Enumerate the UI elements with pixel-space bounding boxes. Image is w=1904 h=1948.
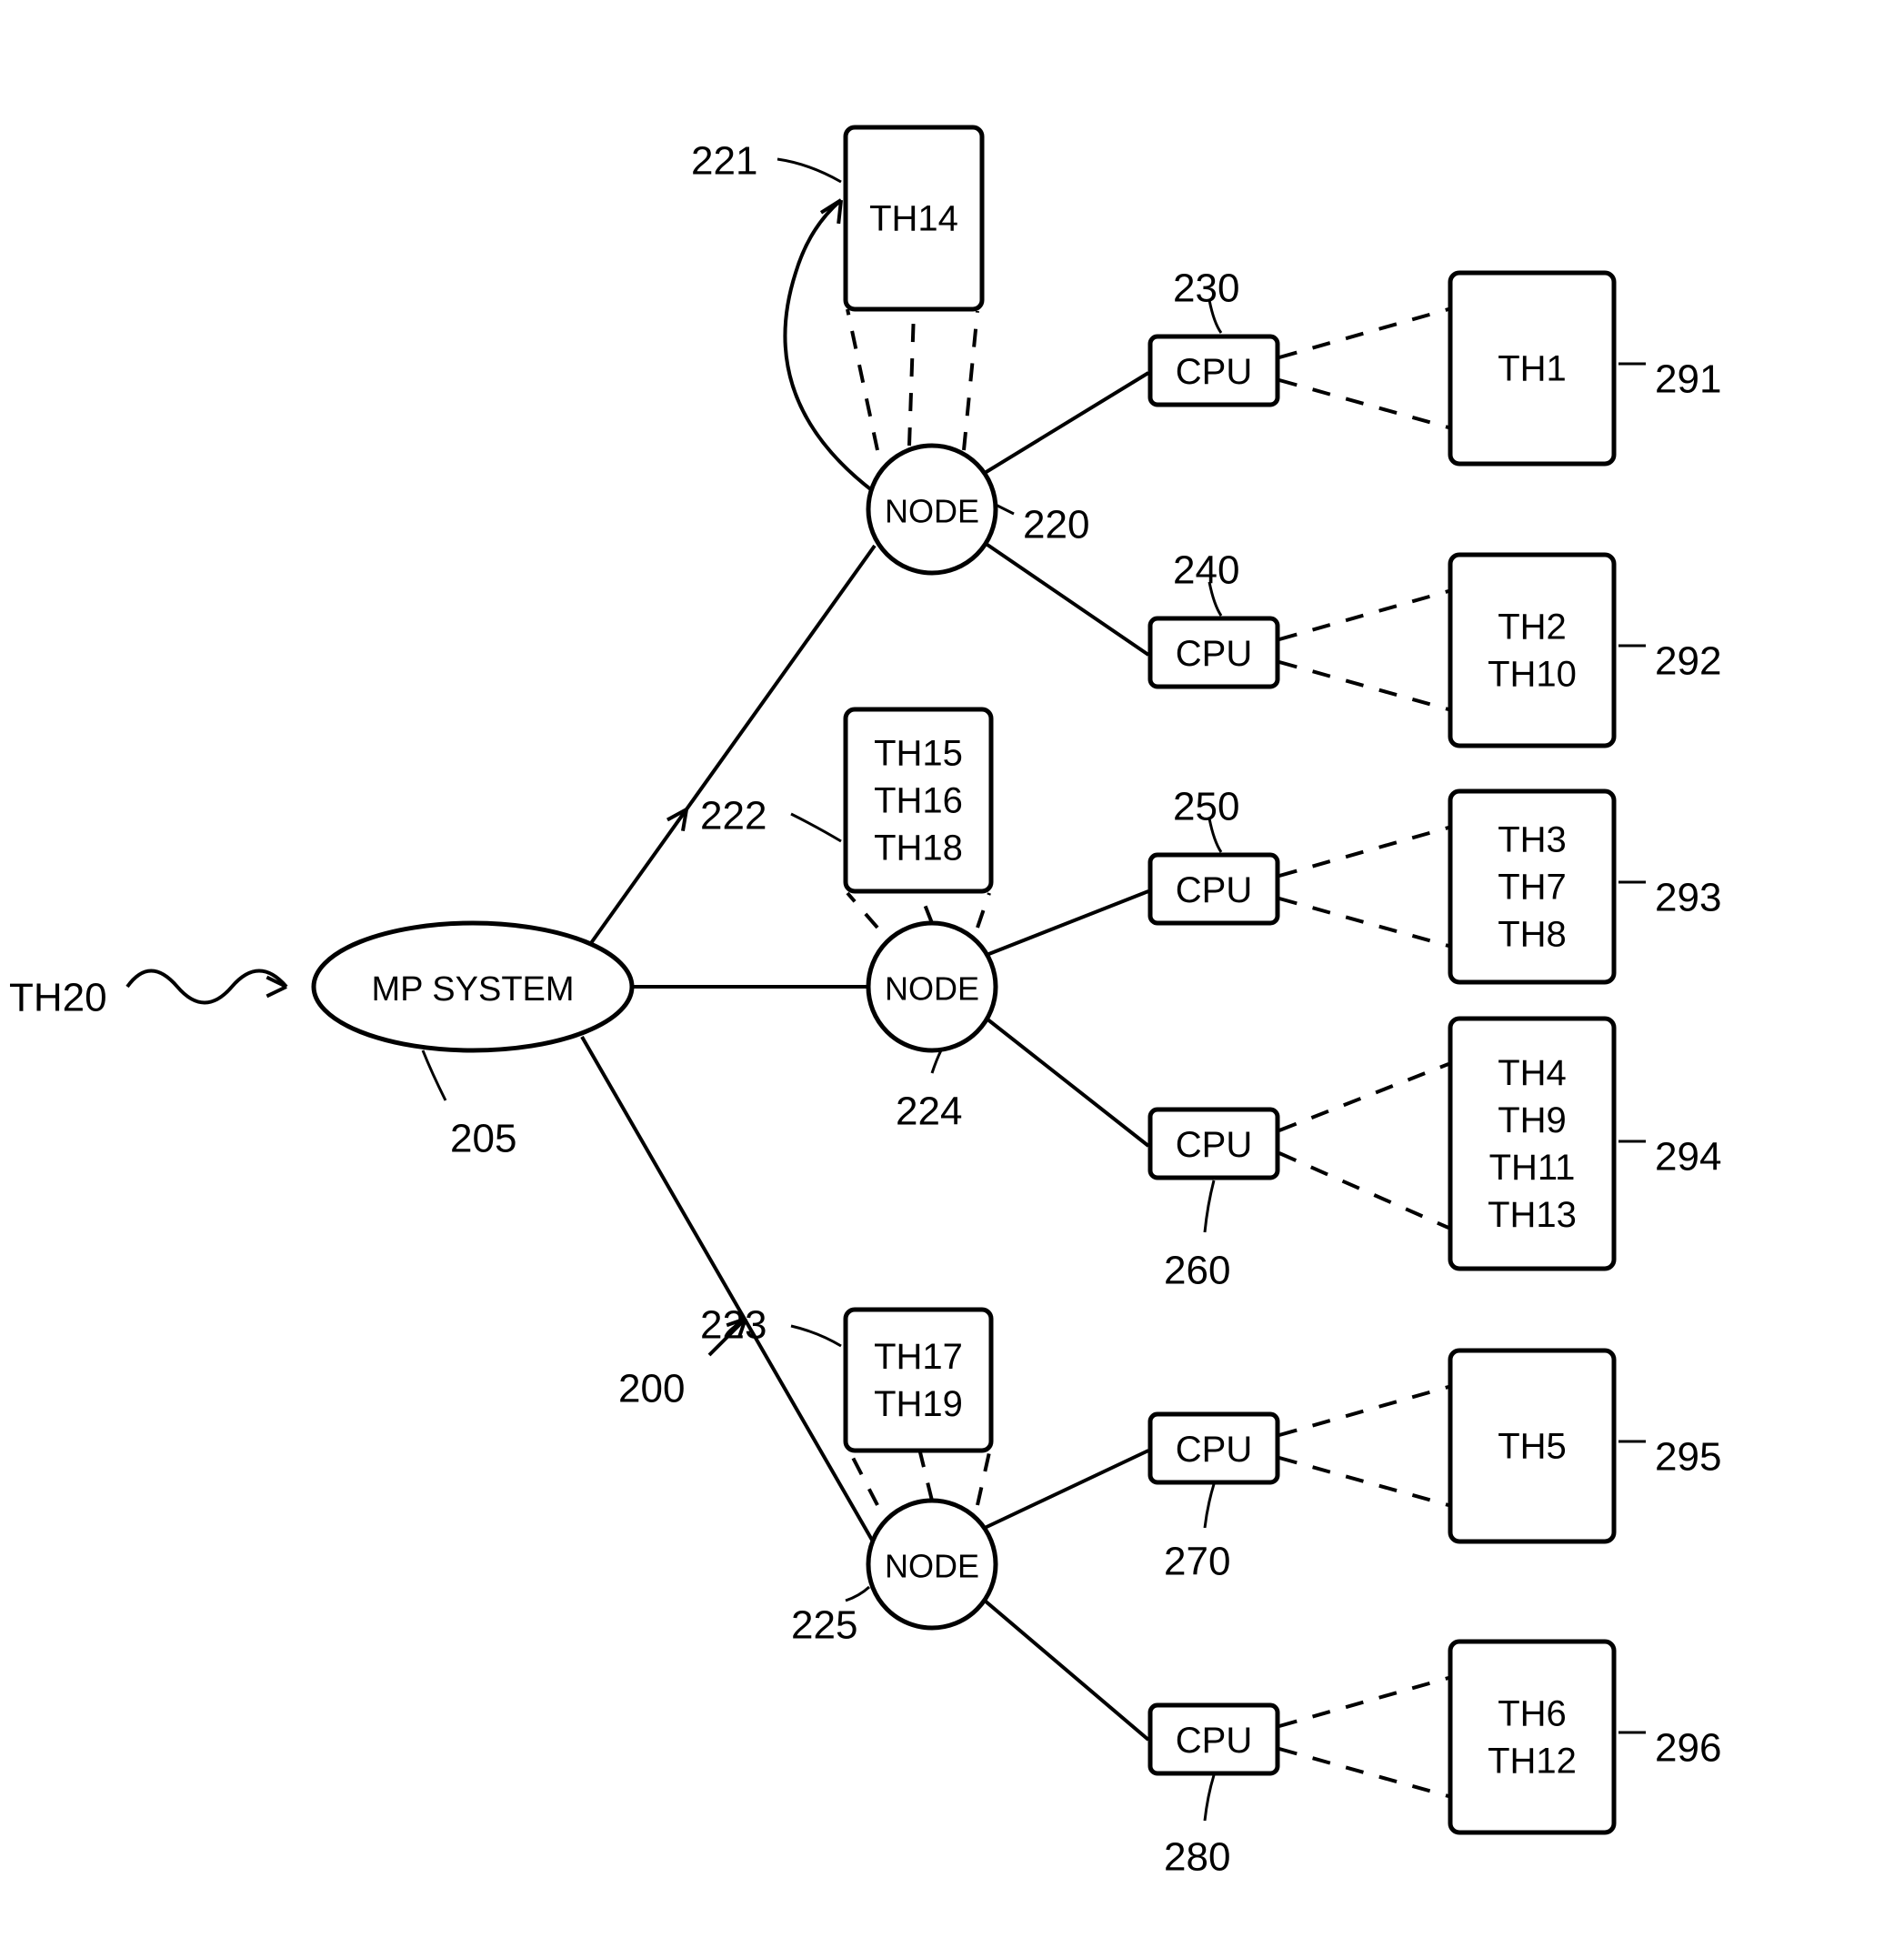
edge-node-thbox [847,893,877,928]
ref-250: 250 [1173,785,1239,829]
ref-223: 223 [700,1303,767,1348]
queue-thread-label: TH3 [1498,820,1567,860]
edge-node-cpu [985,543,1148,655]
edge-cpu-queue [1279,1749,1448,1796]
ref-220: 220 [1023,503,1089,547]
edge-node-cpu [987,1019,1148,1146]
queue-thread-label: TH6 [1498,1694,1567,1734]
ref-200: 200 [618,1367,685,1411]
ref-293: 293 [1655,876,1721,920]
thread-label: TH19 [874,1384,963,1424]
queue-thread-label: TH12 [1488,1742,1577,1782]
ref-260: 260 [1164,1249,1230,1293]
edge-node-thbox [964,311,977,450]
thread-label: TH17 [874,1337,963,1377]
edge-root-node [582,1037,873,1541]
edge-node-thbox [847,309,877,450]
th20-wavy [127,971,286,1003]
edge-cpu-queue [1279,828,1448,876]
ref-280: 280 [1164,1835,1230,1880]
edge-node-cpu [985,1451,1148,1528]
edge-cpu-queue [1279,1458,1448,1505]
diagram-canvas: NODE 220 TH14 221 CPU 230 TH1 291 CPU 240 TH2 TH10 2… [0,0,1904,1948]
ref-205: 205 [450,1117,516,1161]
queue-thread-label: TH13 [1488,1195,1577,1235]
cpu-label: CPU [1176,870,1252,910]
queue-thread-label: TH10 [1488,655,1577,695]
ref-292: 292 [1655,639,1721,684]
edge-cpu-queue [1279,591,1448,639]
thread-box [846,1310,991,1451]
ref-296: 296 [1655,1726,1721,1771]
edge-cpu-queue [1279,1153,1448,1228]
edge-node-thbox [850,1452,877,1505]
queue-thread-label: TH1 [1498,349,1567,389]
cpu-label: CPU [1176,1430,1252,1470]
ref-295: 295 [1655,1435,1721,1480]
ref-224: 224 [896,1089,962,1134]
ref-240: 240 [1173,548,1239,593]
node-label: NODE [885,970,979,1008]
edge-node-thbox [920,893,932,923]
cpu-label: CPU [1176,1721,1252,1761]
cpu-label: CPU [1176,634,1252,674]
queue-box [1450,1642,1614,1833]
node-label: NODE [885,1548,979,1585]
ref-225: 225 [791,1603,857,1648]
edge-cpu-queue [1279,1064,1448,1130]
thread-label: TH14 [869,199,958,239]
thread-label: TH15 [874,734,963,774]
thread-label: TH16 [874,781,963,821]
ref-294: 294 [1655,1135,1721,1180]
edge-node-thbox [977,1452,989,1505]
edge-cpu-queue [1279,380,1448,427]
ref-222: 222 [700,794,767,838]
edge-node-thbox [909,311,914,446]
edge-node-cpu [985,373,1148,473]
edge-node-thbox [977,893,989,928]
queue-thread-label: TH8 [1498,915,1567,955]
edge-node-thbox [920,1452,932,1501]
edge-cpu-queue [1279,662,1448,709]
ref-291: 291 [1655,357,1721,402]
ref-270: 270 [1164,1540,1230,1584]
cpu-label: CPU [1176,1125,1252,1165]
th20-label: TH20 [9,976,107,1020]
edge-cpu-queue [1279,899,1448,946]
thread-label: TH18 [874,828,963,869]
queue-thread-label: TH9 [1498,1100,1567,1140]
edge-root-node [591,546,875,943]
queue-thread-label: TH2 [1498,607,1567,648]
queue-thread-label: TH11 [1489,1148,1576,1188]
edge-cpu-queue [1279,1387,1448,1435]
queue-box [1450,555,1614,746]
cpu-label: CPU [1176,352,1252,392]
queue-thread-label: TH7 [1498,868,1567,908]
ref-221: 221 [691,139,757,184]
edge-cpu-queue [1279,309,1448,357]
queue-thread-label: TH4 [1498,1053,1567,1093]
edge-node-cpu [985,1601,1148,1740]
edge-cpu-queue [1279,1678,1448,1726]
ref-230: 230 [1173,266,1239,311]
edge-node-cpu [987,891,1148,955]
node-label: NODE [885,493,979,530]
mp-system-label: MP SYSTEM [371,970,574,1009]
queue-thread-label: TH5 [1498,1427,1567,1467]
